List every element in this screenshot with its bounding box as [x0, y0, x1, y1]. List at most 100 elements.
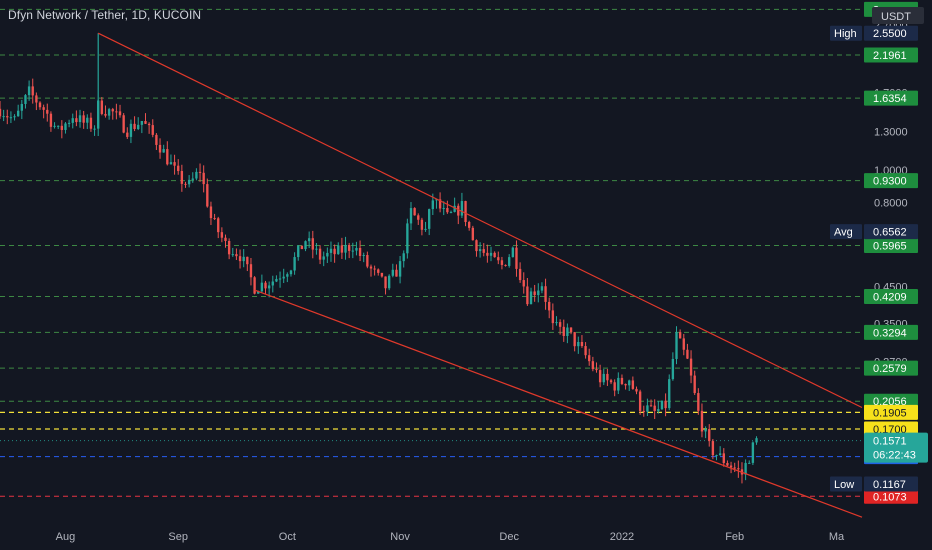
currency-badge[interactable]: USDT — [872, 7, 924, 24]
candle-body — [577, 341, 580, 347]
candle — [42, 104, 45, 119]
candle-body — [697, 393, 700, 411]
candle — [420, 217, 424, 236]
candle-body — [682, 338, 685, 350]
candle — [497, 251, 500, 265]
candle-body — [271, 281, 274, 286]
marker-badge-low: 0.1167 — [864, 476, 918, 492]
x-tick-label: Ma — [829, 531, 845, 543]
candle-body — [307, 238, 311, 242]
candle-body — [366, 255, 369, 267]
candle-body — [457, 205, 460, 216]
candle — [533, 284, 536, 302]
candle-body — [224, 237, 227, 241]
candle-body — [31, 86, 34, 96]
candle-body — [406, 223, 409, 254]
candle — [424, 221, 427, 232]
candle — [671, 352, 675, 381]
candle-body — [217, 218, 220, 233]
candle — [369, 264, 373, 277]
candle — [340, 237, 344, 259]
candle — [362, 252, 365, 263]
candle-body — [424, 228, 427, 230]
candle — [602, 369, 605, 386]
level-badge-2.1961-bg — [864, 47, 918, 63]
candle-body — [126, 132, 129, 137]
candle — [337, 242, 340, 255]
marker-badge-high-text: 2.5500 — [873, 28, 907, 40]
candle — [427, 208, 431, 236]
candle-body — [53, 125, 56, 127]
candle-body — [198, 171, 202, 173]
candle — [522, 272, 525, 294]
candle — [686, 343, 689, 360]
candle-body — [497, 257, 500, 261]
candle-body — [642, 410, 645, 412]
candle — [751, 441, 755, 466]
candle-body — [71, 118, 74, 123]
candle-body — [46, 109, 49, 114]
candle-body — [584, 346, 587, 356]
level-badge-0.5965-text: 0.5965 — [873, 241, 907, 253]
candle-body — [42, 107, 45, 110]
candle — [657, 400, 660, 414]
candle — [508, 254, 511, 268]
candle-body — [209, 206, 213, 219]
candle-body — [729, 465, 733, 468]
candle-body — [144, 120, 147, 124]
candle — [580, 335, 584, 348]
candle-body — [129, 123, 133, 137]
candle — [89, 112, 93, 132]
candle — [453, 197, 456, 213]
candle-body — [118, 111, 122, 116]
candle-body — [548, 301, 551, 311]
candle-body — [107, 109, 111, 116]
candle — [518, 262, 522, 283]
currency-badge-text: USDT — [881, 11, 911, 23]
x-tick-label: Dec — [499, 531, 519, 543]
candle-body — [64, 123, 67, 130]
candle-body — [300, 245, 304, 250]
candle-body — [526, 286, 529, 305]
candle-body — [500, 260, 504, 265]
level-badge-0.9300: 0.9300 — [864, 173, 918, 189]
candle — [617, 372, 620, 394]
level-badge-0.3294-text: 0.3294 — [873, 327, 907, 339]
candle — [326, 247, 329, 263]
candle-body — [253, 277, 256, 294]
candle — [588, 348, 591, 366]
marker-tag-text: Low — [834, 479, 854, 491]
candle — [566, 323, 569, 344]
candle — [708, 424, 711, 447]
candle — [613, 379, 616, 397]
candle — [300, 245, 304, 250]
candle — [635, 386, 638, 395]
candle — [315, 243, 318, 255]
candle-body — [504, 264, 507, 266]
level-badge-1.6354-text: 1.6354 — [873, 93, 907, 105]
candle-body — [478, 249, 482, 252]
marker-badge-high: 2.5500 — [864, 25, 918, 41]
candle-body — [24, 95, 27, 104]
candle — [322, 251, 325, 267]
marker-tag-text: High — [834, 28, 857, 40]
candle — [595, 362, 598, 373]
candle — [238, 249, 242, 269]
candle — [693, 370, 696, 395]
candle-body — [646, 405, 649, 412]
candle-body — [515, 247, 518, 269]
candle — [711, 438, 715, 460]
candle-body — [620, 377, 624, 384]
level-badge-0.4209-text: 0.4209 — [873, 292, 907, 304]
candle-body — [598, 370, 602, 383]
candle-body — [318, 248, 322, 260]
candle — [668, 374, 671, 411]
candle — [71, 113, 74, 129]
candle — [682, 333, 685, 356]
candle-body — [446, 208, 449, 213]
candle-body — [537, 290, 540, 296]
candle-body — [151, 125, 154, 135]
candle — [413, 207, 416, 216]
candle-body — [649, 405, 653, 407]
